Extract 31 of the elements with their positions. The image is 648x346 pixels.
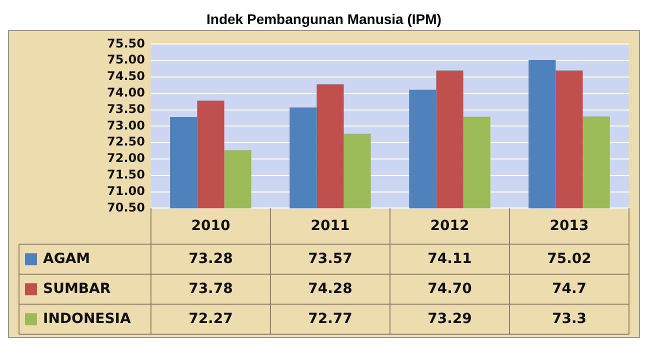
- text: 71.00: [106, 184, 145, 198]
- text: 73.00: [106, 118, 145, 132]
- legend-label: INDONESIA: [43, 310, 132, 327]
- data-label: 73.3: [552, 310, 587, 327]
- text: 74.00: [106, 86, 145, 100]
- legend-label: SUMBAR: [43, 280, 111, 297]
- data-label: 73.28: [188, 250, 233, 267]
- data-label: 74.70: [428, 280, 472, 297]
- data-label: 75.02: [547, 250, 592, 267]
- text: 71.50: [106, 168, 145, 182]
- x-tick-label: 2012: [430, 218, 470, 234]
- text: 72.00: [106, 151, 145, 166]
- text: 72.50: [106, 134, 145, 149]
- chart-title: Indek Pembangunan Manusia (IPM): [206, 10, 442, 29]
- data-label: 74.11: [428, 250, 472, 267]
- data-label: 72.27: [188, 310, 233, 327]
- data-label: 73.29: [428, 310, 472, 327]
- text: 75.50: [106, 36, 145, 50]
- data-label: 74.28: [308, 280, 352, 297]
- x-tick-label: 2013: [550, 218, 589, 234]
- data-label: 73.57: [308, 250, 352, 267]
- text: 73.50: [106, 102, 145, 116]
- data-label: 72.77: [308, 310, 352, 327]
- x-tick-label: 2011: [310, 218, 350, 234]
- data-label: 74.7: [552, 280, 587, 297]
- text: 74.50: [106, 69, 145, 84]
- text: 70.50: [106, 200, 145, 214]
- text: 75.00: [106, 52, 145, 67]
- legend-label: AGAM: [43, 250, 90, 267]
- data-label: 73.78: [188, 280, 233, 297]
- x-tick-label: 2010: [191, 218, 230, 234]
